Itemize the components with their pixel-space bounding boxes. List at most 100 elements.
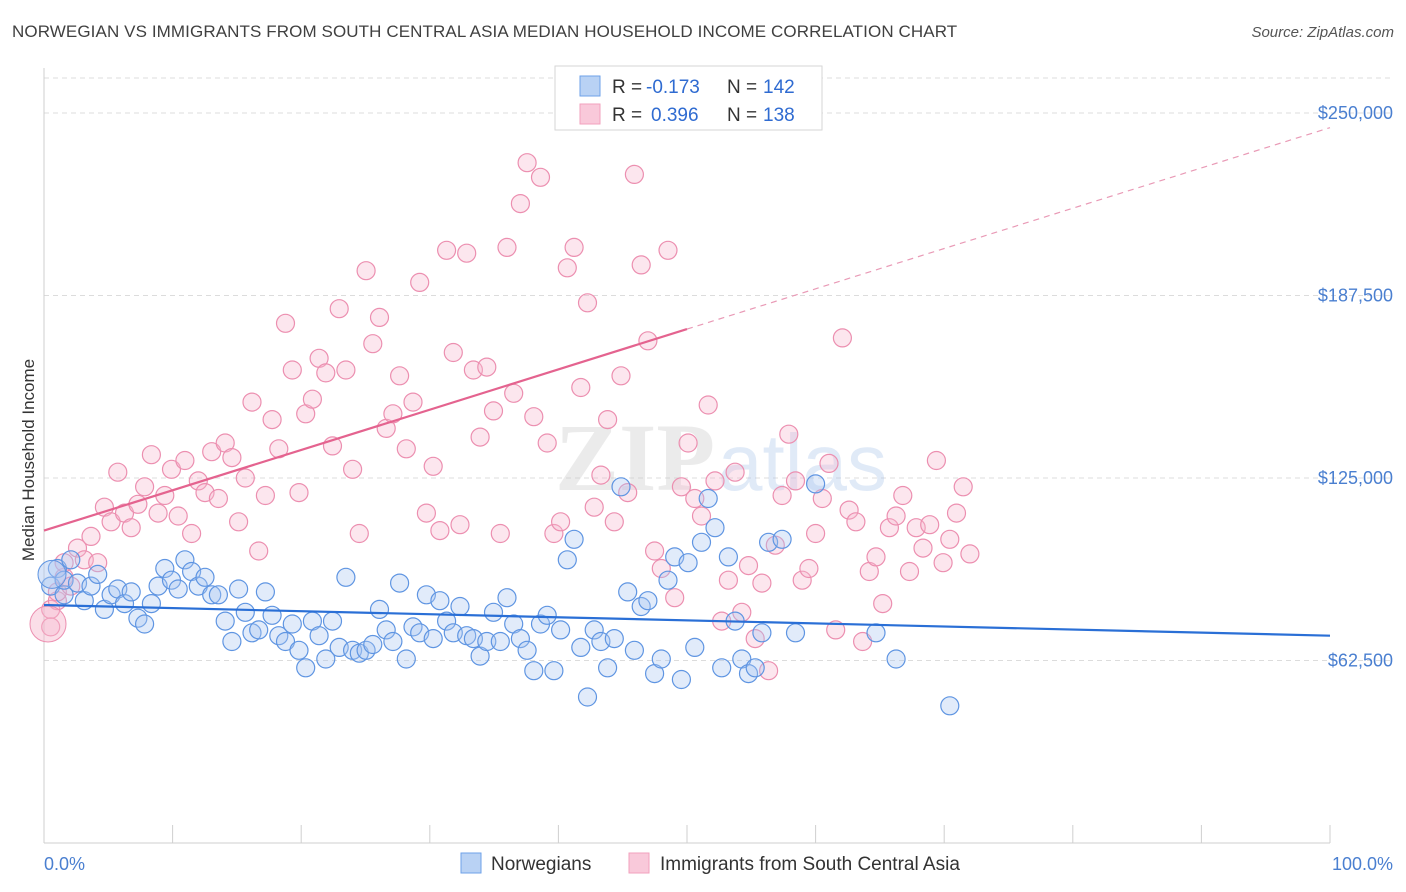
pink-point	[544, 523, 564, 544]
pink-point	[886, 506, 906, 526]
pink-point	[383, 404, 403, 424]
pink-point	[852, 631, 873, 652]
blue-point	[121, 582, 141, 602]
pink-point	[738, 555, 759, 576]
pink-point	[705, 471, 725, 491]
pink-point	[678, 433, 698, 453]
blue-point	[61, 550, 81, 570]
trend-line-blue	[43, 603, 1331, 637]
legend-r-label-pink: R =	[612, 105, 642, 126]
pink-point	[785, 471, 806, 491]
axes	[43, 68, 1331, 844]
blue-point	[336, 567, 356, 587]
pink-point	[577, 293, 598, 313]
pink-point	[584, 497, 604, 517]
pink-point	[470, 427, 490, 447]
pink-point	[316, 363, 336, 383]
blue-point	[376, 620, 396, 640]
legend-n-label-pink: N =	[727, 105, 757, 126]
blue-point	[369, 599, 390, 620]
pink-point	[416, 503, 436, 523]
trend-lines	[43, 127, 1331, 637]
legend-n-label-blue: N =	[727, 77, 757, 98]
pink-point	[242, 392, 262, 412]
blue-point	[383, 631, 403, 652]
pink-point	[477, 357, 497, 377]
pink-point	[208, 488, 228, 509]
pink-point	[772, 485, 792, 506]
blue-point	[785, 623, 806, 643]
blue-point	[255, 582, 275, 602]
blue-point	[705, 518, 725, 538]
blue-point	[430, 591, 450, 611]
pink-point	[725, 462, 745, 482]
pink-point	[108, 462, 128, 482]
pink-point	[396, 439, 416, 459]
trend-line-pink-extension	[686, 127, 1331, 330]
pink-point	[329, 299, 349, 319]
blue-point	[275, 631, 296, 652]
blue-point	[81, 576, 101, 596]
blue-point	[618, 582, 638, 602]
legend-r-value-pink: 0.396	[651, 105, 699, 126]
y-axis-label: Median Household Income	[19, 359, 38, 561]
blue-point	[208, 585, 228, 605]
pink-point	[81, 526, 101, 547]
pink-point	[275, 313, 296, 333]
blue-point	[202, 585, 222, 605]
legend-bottom-label-pink: Immigrants from South Central Asia	[660, 854, 960, 875]
x-tick-label-min: 0.0%	[44, 854, 85, 874]
pink-point	[343, 459, 363, 479]
pink-point-cluster	[29, 605, 67, 643]
blue-point	[638, 591, 658, 611]
legend-r-value-blue: -0.173	[646, 77, 700, 98]
blue-point	[537, 605, 557, 625]
pink-point	[571, 377, 591, 398]
pink-point	[805, 523, 826, 544]
pink-point	[644, 541, 665, 561]
blue-point	[423, 628, 443, 649]
chart-title: NORWEGIAN VS IMMIGRANTS FROM SOUTH CENTR…	[12, 22, 958, 41]
pink-point	[403, 392, 423, 412]
pink-point	[604, 512, 624, 532]
pink-point	[369, 307, 390, 327]
pink-point	[222, 448, 242, 468]
pink-point	[819, 453, 839, 473]
blue-point	[658, 570, 678, 590]
pink-point	[336, 360, 356, 380]
blue-point	[597, 658, 618, 678]
legend-bottom-swatch-pink	[628, 852, 650, 874]
blue-point	[544, 661, 564, 681]
blue-point	[886, 649, 906, 669]
blue-point	[557, 550, 577, 570]
blue-point	[175, 550, 195, 570]
blue-point	[584, 620, 604, 640]
pink-point	[363, 334, 383, 354]
pink-point	[537, 433, 557, 453]
blue-point	[249, 620, 269, 640]
pink-point	[457, 243, 477, 263]
pink-point	[879, 518, 900, 538]
pink-point	[940, 529, 960, 549]
series-blue-points	[37, 474, 960, 716]
y-tick-label: $187,500	[1318, 286, 1393, 306]
pink-point	[524, 407, 544, 427]
pink-point	[443, 342, 463, 363]
blue-point	[517, 640, 537, 660]
blue-point	[54, 585, 74, 605]
pink-point	[691, 506, 712, 526]
chart-source: Source: ZipAtlas.com	[1251, 24, 1394, 41]
blue-point	[651, 649, 671, 669]
pink-point	[826, 620, 846, 640]
pink-point	[282, 360, 302, 380]
pink-point	[933, 553, 953, 573]
blue-point	[309, 626, 329, 646]
pink-point	[289, 483, 309, 503]
pink-point	[779, 424, 799, 444]
pink-point	[302, 389, 322, 409]
blue-point	[490, 631, 510, 652]
gridlines	[44, 77, 1393, 662]
blue-point	[718, 547, 739, 567]
pink-point	[846, 512, 866, 532]
legend-bottom-label-blue: Norwegians	[491, 854, 591, 875]
